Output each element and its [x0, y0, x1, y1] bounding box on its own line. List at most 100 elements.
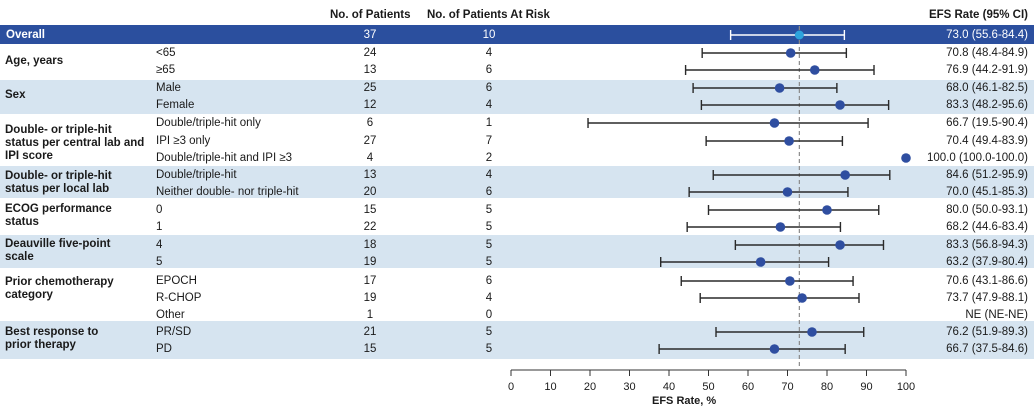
efs-rate-text: 70.4 (49.4-83.9) — [946, 135, 1028, 147]
subgroup-label: PR/SD — [156, 326, 192, 338]
overall-band — [0, 25, 1034, 44]
patients-count: 20 — [363, 186, 377, 198]
subgroup-label: Double/triple-hit — [156, 169, 237, 181]
at-risk-count: 2 — [485, 152, 493, 164]
efs-rate-text: 70.8 (48.4-84.9) — [946, 47, 1028, 59]
patients-count: 13 — [363, 169, 377, 181]
point-estimate — [809, 65, 820, 75]
x-tick-label: 70 — [781, 381, 793, 393]
point-estimate — [775, 222, 786, 232]
point-estimate — [784, 136, 794, 146]
subgroup-label: <65 — [156, 47, 176, 59]
x-tick-label: 80 — [821, 381, 833, 393]
patients-count: 15 — [363, 343, 377, 355]
at-risk-count: 4 — [485, 169, 493, 181]
subgroup-label: 0 — [156, 204, 163, 216]
at-risk-count: 6 — [485, 82, 493, 94]
patients-count: 15 — [363, 204, 377, 216]
at-risk-count: 5 — [485, 326, 493, 338]
x-tick-label: 20 — [584, 381, 596, 393]
point-estimate — [769, 344, 780, 354]
point-estimate — [785, 276, 795, 286]
efs-rate-text: 73.0 (55.6-84.4) — [946, 29, 1028, 41]
group-label-ecog: ECOG performance status — [5, 203, 112, 228]
point-estimate — [840, 170, 850, 180]
header-patients: No. of Patients — [330, 9, 411, 21]
efs-rate-text: 76.9 (44.2-91.9) — [946, 64, 1028, 76]
point-estimate — [807, 327, 817, 337]
at-risk-count: 4 — [485, 292, 493, 304]
efs-rate-text: 63.2 (37.9-80.4) — [946, 256, 1028, 268]
efs-rate-text: 84.6 (51.2-95.9) — [946, 169, 1028, 181]
at-risk-count: 4 — [485, 47, 493, 59]
x-tick-label: 100 — [897, 381, 915, 393]
efs-rate-text: 68.2 (44.6-83.4) — [946, 221, 1028, 233]
subgroup-label: EPOCH — [156, 275, 197, 287]
patients-count: 21 — [363, 326, 377, 338]
group-band-local-lab — [0, 166, 1034, 198]
subgroup-label: ≥65 — [156, 64, 176, 76]
subgroup-label: 1 — [156, 221, 163, 233]
at-risk-count: 1 — [485, 117, 493, 129]
efs-rate-text: 66.7 (19.5-90.4) — [946, 117, 1028, 129]
subgroup-label: 4 — [156, 239, 163, 251]
subgroup-label: Other — [156, 309, 185, 321]
point-estimate — [769, 118, 780, 128]
patients-count: 4 — [366, 152, 374, 164]
subgroup-label: IPI ≥3 only — [156, 135, 211, 147]
at-risk-count: 4 — [485, 99, 493, 111]
x-tick-label: 10 — [544, 381, 556, 393]
x-tick-label: 40 — [663, 381, 675, 393]
subgroup-label: Double/triple-hit only — [156, 117, 261, 129]
at-risk-count: 5 — [485, 204, 493, 216]
header-at-risk: No. of Patients At Risk — [427, 9, 550, 21]
group-label-best-response: Best response to prior therapy — [5, 326, 99, 351]
group-label-local-lab: Double- or triple-hit status per local l… — [5, 170, 112, 195]
patients-count: 18 — [363, 239, 377, 251]
efs-rate-text: 76.2 (51.9-89.3) — [946, 326, 1028, 338]
efs-rate-text: 73.7 (47.9-88.1) — [946, 292, 1028, 304]
group-band-deauville — [0, 235, 1034, 268]
at-risk-count: 6 — [485, 186, 493, 198]
at-risk-count: 5 — [485, 343, 493, 355]
point-estimate — [782, 187, 793, 197]
group-label-deauville: Deauville five-point scale — [5, 238, 111, 263]
subgroup-label: Female — [156, 99, 195, 111]
at-risk-count: 5 — [485, 239, 493, 251]
patients-count: 24 — [363, 47, 377, 59]
at-risk-count: 6 — [485, 275, 493, 287]
point-estimate — [794, 30, 804, 40]
group-band-best-response — [0, 321, 1034, 359]
efs-rate-text: 100.0 (100.0-100.0) — [926, 152, 1028, 164]
at-risk-count: 5 — [485, 221, 493, 233]
subgroup-label: 5 — [156, 256, 163, 268]
group-label-age: Age, years — [5, 55, 64, 67]
patients-count: 22 — [363, 221, 377, 233]
efs-rate-text: 68.0 (46.1-82.5) — [946, 82, 1028, 94]
patients-count: 17 — [363, 275, 377, 287]
patients-count: 19 — [363, 256, 377, 268]
point-estimate — [835, 240, 845, 250]
efs-rate-text: 66.7 (37.5-84.6) — [946, 343, 1028, 355]
subgroup-label: PD — [156, 343, 172, 355]
point-estimate — [835, 100, 845, 110]
group-band-sex — [0, 80, 1034, 114]
patients-count: 6 — [366, 117, 374, 129]
header-efs: EFS Rate (95% CI) — [928, 9, 1028, 21]
point-estimate — [797, 293, 807, 303]
at-risk-count: 5 — [485, 256, 493, 268]
point-estimate — [785, 48, 796, 58]
efs-rate-text: 83.3 (56.8-94.3) — [946, 239, 1028, 251]
patients-count: 37 — [363, 29, 377, 41]
at-risk-count: 10 — [482, 29, 496, 41]
efs-rate-text: NE (NE-NE) — [965, 309, 1028, 321]
efs-rate-text: 83.3 (48.2-95.6) — [946, 99, 1028, 111]
subgroup-label: Neither double- nor triple-hit — [156, 186, 299, 198]
patients-count: 27 — [363, 135, 377, 147]
efs-rate-text: 70.6 (43.1-86.6) — [946, 275, 1028, 287]
point-estimate — [755, 257, 766, 267]
patients-count: 13 — [363, 64, 377, 76]
x-tick-label: 50 — [702, 381, 714, 393]
group-label-central-lab: Double- or triple-hit status per central… — [5, 124, 145, 162]
